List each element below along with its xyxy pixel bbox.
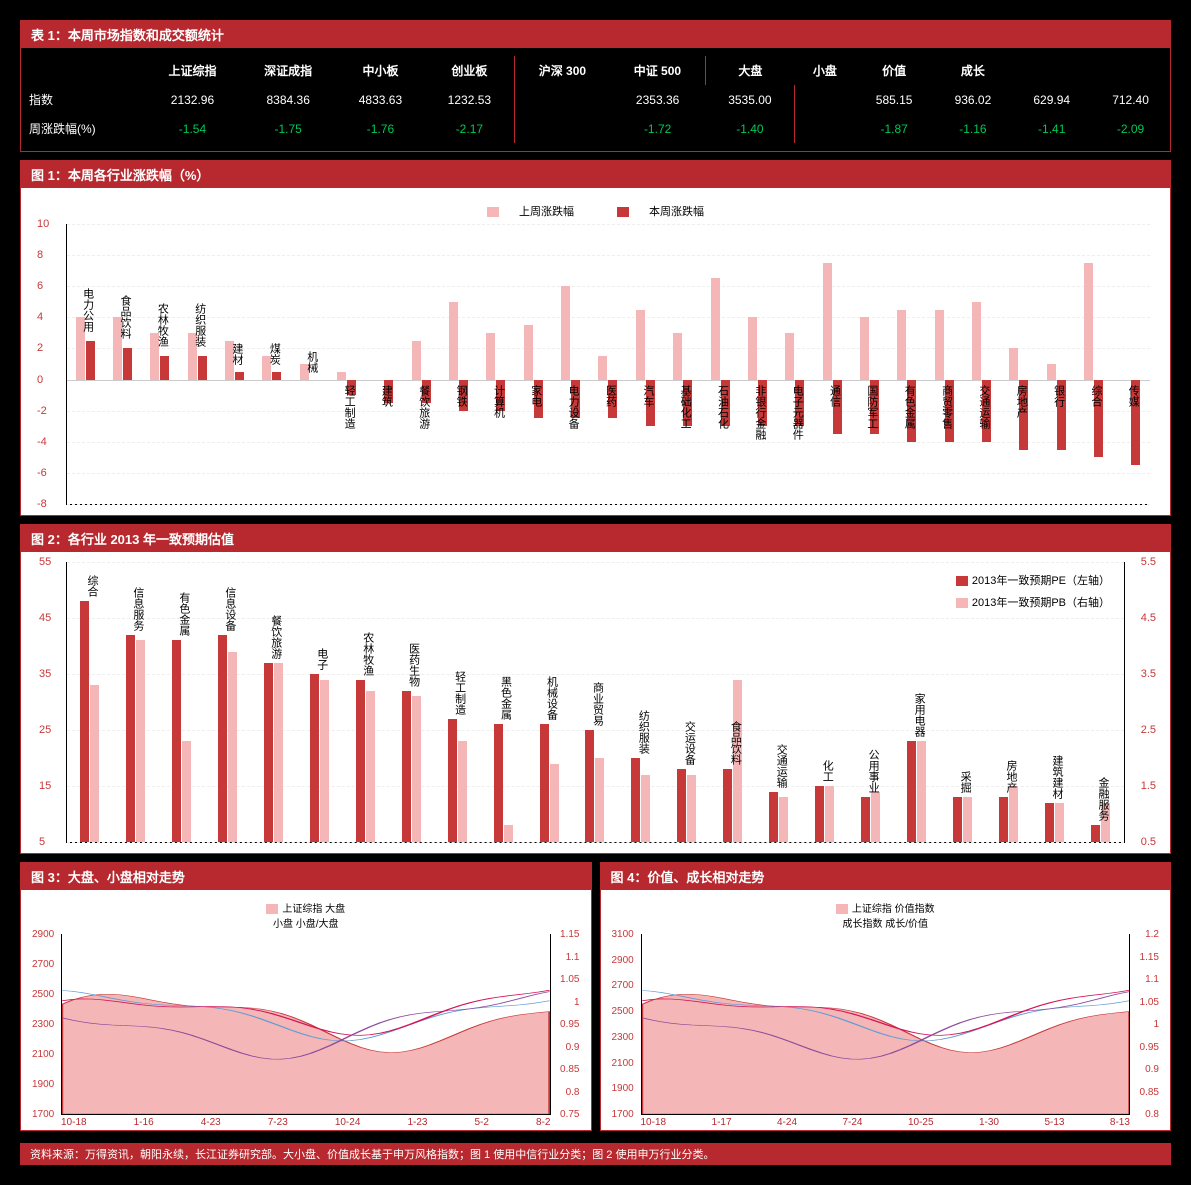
table-1: 表 1：本周市场指数和成交额统计 上证综指深证成指中小板创业板沪深 300中证 … [20, 20, 1171, 152]
table-1-title: 表 1：本周市场指数和成交额统计 [21, 21, 1170, 48]
chart-4-title: 图 4：价值、成长相对走势 [601, 863, 1171, 890]
chart-4: 图 4：价值、成长相对走势 上证综指 价值指数成长指数 成长/价值1700190… [600, 862, 1172, 1131]
chart-1-plot: -8-6-4-20246810电力公用食品饮料农林牧渔纺织服装建材煤炭机械轻工制… [31, 224, 1160, 505]
chart-4-plot: 上证综指 价值指数成长指数 成长/价值170019002100230025002… [601, 890, 1171, 1130]
chart-1-legend: 上周涨跌幅 本周涨跌幅 [31, 198, 1160, 224]
chart-2: 图 2：各行业 2013 年一致预期估值 2013年一致预期PE（左轴）2013… [20, 524, 1171, 854]
chart-2-title: 图 2：各行业 2013 年一致预期估值 [21, 525, 1170, 552]
chart-3-title: 图 3：大盘、小盘相对走势 [21, 863, 591, 890]
chart-1: 图 1：本周各行业涨跌幅（%） 上周涨跌幅 本周涨跌幅 -8-6-4-20246… [20, 160, 1171, 516]
footnote: 资料来源：万得资讯，朝阳永续，长江证券研究部。大小盘、价值成长基于申万风格指数；… [20, 1143, 1171, 1165]
chart-2-plot: 2013年一致预期PE（左轴）2013年一致预期PB（右轴）50.5151.52… [31, 562, 1160, 843]
table-1-body: 上证综指深证成指中小板创业板沪深 300中证 500大盘小盘价值成长指数2132… [21, 48, 1170, 151]
chart-1-title: 图 1：本周各行业涨跌幅（%） [21, 161, 1170, 188]
chart-3: 图 3：大盘、小盘相对走势 上证综指 大盘小盘 小盘/大盘17001900210… [20, 862, 592, 1131]
chart-3-plot: 上证综指 大盘小盘 小盘/大盘1700190021002300250027002… [21, 890, 591, 1130]
